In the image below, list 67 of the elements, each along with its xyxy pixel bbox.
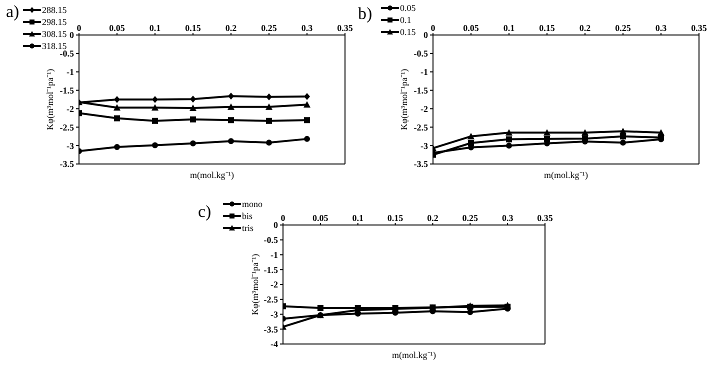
x-tick-label: 0 — [430, 23, 436, 33]
legend-label: 308.15 — [42, 29, 67, 39]
x-tick-label: 0 — [76, 23, 82, 33]
x-tick-label: 0.3 — [301, 23, 314, 33]
legend-label: 0.05 — [400, 3, 416, 13]
y-tick-label: -0.5 — [414, 48, 428, 59]
x-tick-label: 0.35 — [337, 23, 354, 33]
legend-label: 288.15 — [42, 5, 67, 15]
legend-label: 0.1 — [400, 15, 412, 25]
x-tick-label: 0 — [280, 213, 286, 223]
y-tick-label: -2.5 — [60, 122, 74, 132]
x-tick-label: 0.05 — [312, 213, 329, 223]
y-tick-label: -1 — [66, 67, 74, 78]
chart-title: b) — [358, 4, 372, 24]
y-tick-label: 0 — [424, 30, 428, 40]
y-tick-label: -1.5 — [60, 85, 74, 96]
x-tick-label: 0.15 — [387, 213, 404, 223]
chart-title: c) — [198, 202, 212, 222]
y-tick-label: 0 — [274, 220, 278, 230]
y-tick-label: -2 — [66, 104, 74, 114]
legend-label: bis — [242, 211, 253, 221]
y-tick-label: -0.5 — [264, 235, 278, 246]
x-tick-label: 0.2 — [579, 23, 592, 33]
y-tick-label: 0 — [70, 30, 74, 40]
chart-title: a) — [6, 2, 20, 22]
x-tick-label: 0.2 — [225, 23, 238, 33]
x-tick-label: 0.25 — [615, 23, 632, 33]
y-tick-label: -2 — [270, 280, 278, 290]
y-tick-label: -3 — [270, 309, 278, 320]
x-tick-label: 0.15 — [539, 23, 556, 33]
y-tick-label: -3.5 — [60, 159, 74, 170]
y-tick-label: -2 — [420, 104, 428, 114]
legend-label: 298.15 — [42, 17, 67, 27]
x-tick-label: 0.25 — [261, 23, 278, 33]
y-tick-label: -1.5 — [414, 85, 428, 96]
x-axis-title: m(mol.kg⁻¹) — [544, 170, 588, 180]
x-tick-label: 0.3 — [655, 23, 668, 33]
legend-label: mono — [242, 199, 263, 209]
y-tick-label: -4 — [270, 339, 278, 350]
y-axis-title: Kφ(m³mol⁻¹pa⁻¹) — [399, 68, 410, 130]
y-axis-title: Kφ(m³mol⁻¹pa⁻¹) — [250, 254, 260, 316]
y-tick-label: -2.5 — [414, 122, 428, 132]
y-tick-label: -3 — [66, 140, 74, 151]
x-tick-label: 0.15 — [185, 23, 202, 33]
legend-label: 318.15 — [42, 41, 67, 51]
y-tick-label: -1.5 — [264, 264, 278, 275]
x-tick-label: 0.05 — [109, 23, 126, 33]
y-tick-label: -3.5 — [264, 324, 278, 334]
x-tick-label: 0.1 — [503, 23, 516, 33]
y-tick-label: -1 — [420, 67, 428, 78]
x-tick-label: 0.05 — [463, 23, 480, 33]
y-tick-label: -3 — [420, 140, 428, 151]
x-axis-title: m(mol.kg⁻¹) — [392, 350, 436, 360]
y-tick-label: -3.5 — [414, 159, 428, 170]
y-tick-label: -1 — [270, 250, 278, 260]
x-tick-label: 0.2 — [427, 213, 439, 223]
y-tick-label: -2.5 — [264, 294, 278, 305]
x-tick-label: 0.35 — [691, 23, 708, 33]
x-tick-label: 0.1 — [352, 213, 364, 223]
y-axis-title: Kφ(m³mol⁻¹pa⁻¹) — [45, 68, 56, 130]
x-tick-label: 0.3 — [502, 213, 514, 223]
x-tick-label: 0.35 — [537, 213, 554, 223]
x-tick-label: 0.1 — [149, 23, 162, 33]
legend-label: tris — [242, 223, 254, 233]
y-tick-label: -0.5 — [60, 48, 74, 59]
x-tick-label: 0.25 — [462, 213, 479, 223]
x-axis-title: m(mol.kg⁻¹) — [190, 170, 234, 180]
